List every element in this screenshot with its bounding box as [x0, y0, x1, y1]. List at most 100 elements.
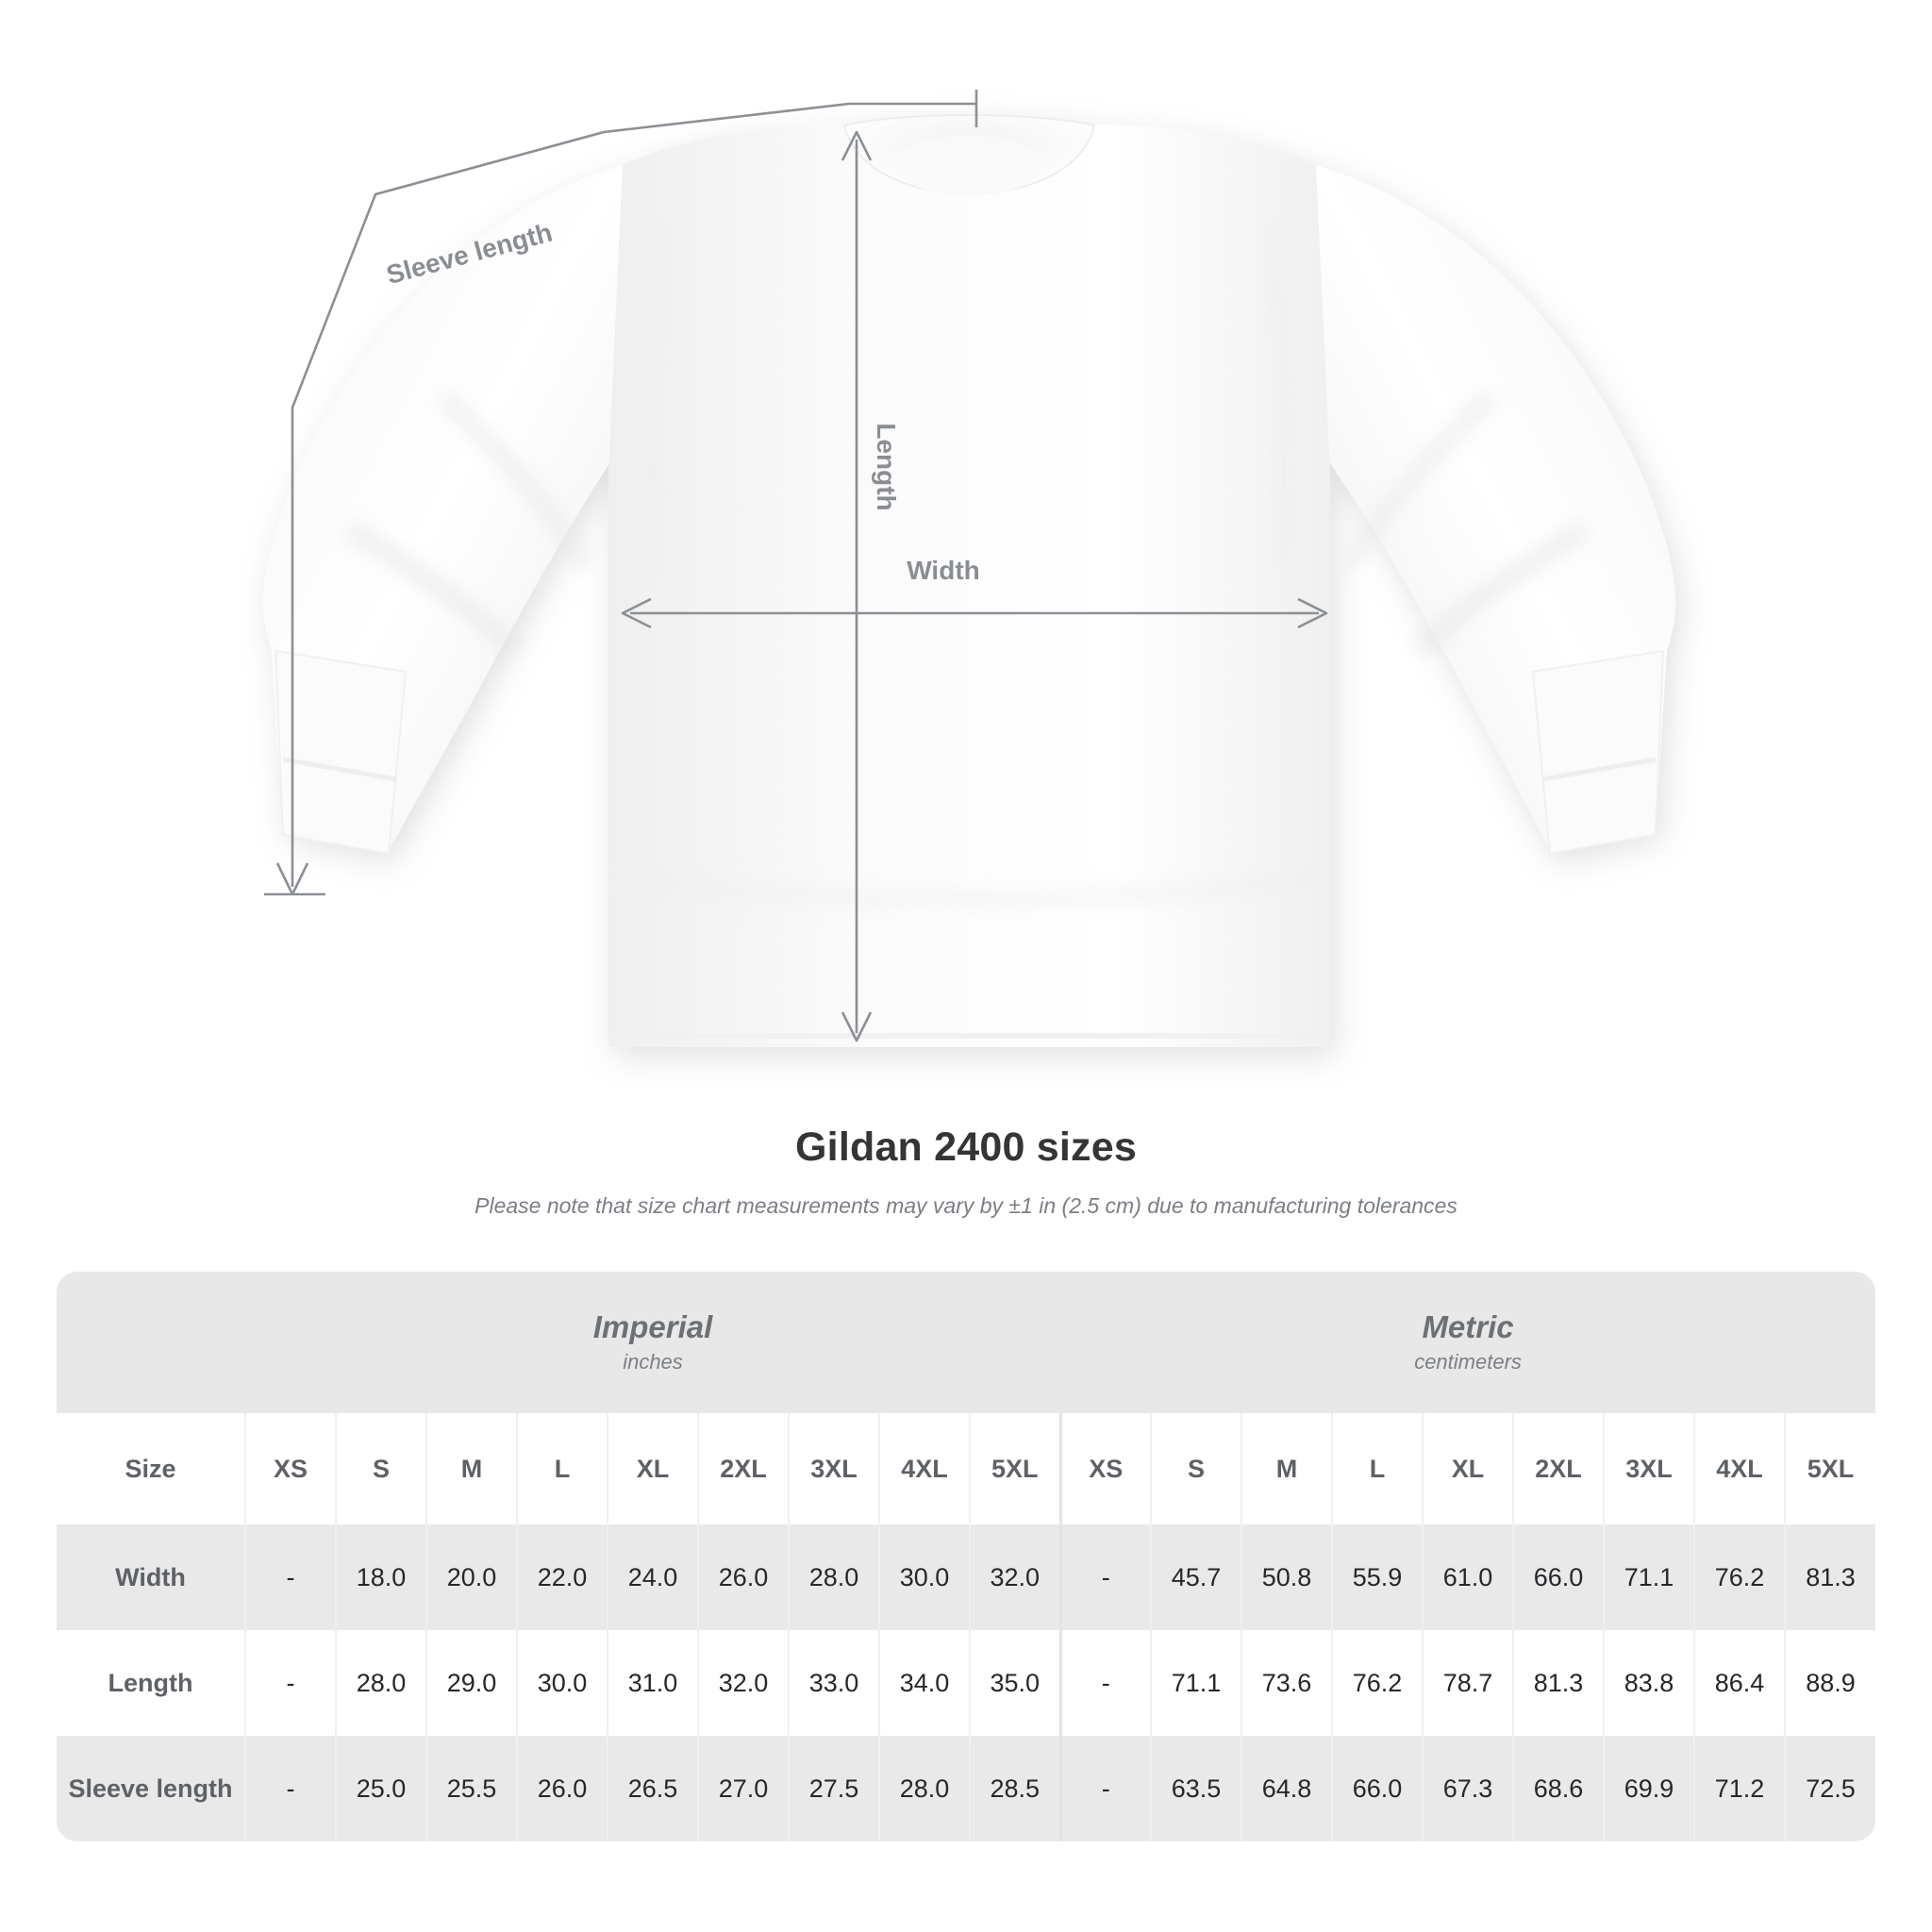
cell-metric-length-xs: -: [1058, 1630, 1151, 1736]
garment-illustration: Sleeve length Length Width: [262, 90, 1676, 1047]
size-header-metric-s: S: [1150, 1413, 1241, 1524]
page-title: Gildan 2400 sizes: [795, 1124, 1137, 1170]
cell-imperial-sleeve-length-s: 25.0: [335, 1736, 426, 1841]
cell-imperial-sleeve-length-4xl: 28.0: [878, 1736, 970, 1841]
cell-imperial-width-m: 20.0: [425, 1524, 517, 1630]
cell-imperial-width-s: 18.0: [335, 1524, 426, 1630]
cell-metric-sleeve-length-4xl: 71.2: [1693, 1736, 1785, 1841]
unit-header-row: Imperial inches Metric centimeters: [57, 1272, 1875, 1413]
cell-imperial-length-l: 30.0: [516, 1630, 608, 1736]
cuffs: [274, 649, 1665, 856]
size-header-imperial-l: L: [516, 1413, 608, 1524]
cell-imperial-length-3xl: 33.0: [788, 1630, 879, 1736]
cell-metric-width-s: 45.7: [1150, 1524, 1241, 1630]
cell-metric-length-l: 76.2: [1331, 1630, 1423, 1736]
cell-metric-length-2xl: 81.3: [1512, 1630, 1604, 1736]
length-arrow-up: [841, 130, 873, 161]
cell-imperial-sleeve-length-xl: 26.5: [607, 1736, 698, 1841]
sleeve-length-line: [291, 102, 850, 887]
size-header-metric-xl: XL: [1422, 1413, 1513, 1524]
size-header-metric-m: M: [1241, 1413, 1332, 1524]
table-row: Sleeve length -25.0 25.5 26.0 26.5 27.0 27.5 28…: [57, 1736, 1875, 1841]
size-header-imperial-s: S: [335, 1413, 426, 1524]
size-header-imperial-3xl: 3XL: [788, 1413, 879, 1524]
cell-metric-width-xl: 61.0: [1422, 1524, 1513, 1630]
unit-subtitle: centimeters: [1414, 1350, 1522, 1374]
cell-imperial-width-4xl: 30.0: [878, 1524, 970, 1630]
cell-metric-length-s: 71.1: [1150, 1630, 1241, 1736]
cell-imperial-length-s: 28.0: [335, 1630, 426, 1736]
cell-imperial-length-xl: 31.0: [607, 1630, 698, 1736]
cell-imperial-sleeve-length-5xl: 28.5: [969, 1736, 1060, 1841]
cell-imperial-length-2xl: 32.0: [697, 1630, 789, 1736]
unit-name: Imperial: [592, 1308, 713, 1344]
cell-metric-sleeve-length-xs: -: [1058, 1736, 1151, 1841]
cell-metric-width-l: 55.9: [1331, 1524, 1423, 1630]
width-label: Width: [907, 556, 980, 585]
cell-metric-width-4xl: 76.2: [1693, 1524, 1785, 1630]
unit-subtitle: inches: [623, 1350, 683, 1374]
size-header-row: Size XS S M L XL 2XL 3XL 4XL 5XL XS S M L XL 2XL 3XL 4XL 5…: [57, 1413, 1875, 1524]
size-header-imperial-5xl: 5XL: [969, 1413, 1060, 1524]
row-label-width: Width: [57, 1524, 245, 1630]
unit-header-imperial: Imperial inches: [245, 1272, 1060, 1413]
cell-imperial-width-3xl: 28.0: [788, 1524, 879, 1630]
measurement-lines: [264, 90, 1328, 1042]
cell-imperial-width-l: 22.0: [516, 1524, 608, 1630]
cell-metric-length-xl: 78.7: [1422, 1630, 1513, 1736]
cell-imperial-sleeve-length-l: 26.0: [516, 1736, 608, 1841]
cell-metric-width-2xl: 66.0: [1512, 1524, 1604, 1630]
cell-metric-sleeve-length-l: 66.0: [1331, 1736, 1423, 1841]
cell-metric-sleeve-length-xl: 67.3: [1422, 1736, 1513, 1841]
cell-metric-width-m: 50.8: [1241, 1524, 1332, 1630]
cell-imperial-sleeve-length-m: 25.5: [425, 1736, 517, 1841]
cell-imperial-width-5xl: 32.0: [969, 1524, 1060, 1630]
cell-metric-length-m: 73.6: [1241, 1630, 1332, 1736]
cell-metric-sleeve-length-3xl: 69.9: [1603, 1736, 1694, 1841]
cell-imperial-width-xl: 24.0: [607, 1524, 698, 1630]
cell-metric-sleeve-length-s: 63.5: [1150, 1736, 1241, 1841]
cell-imperial-length-5xl: 35.0: [969, 1630, 1060, 1736]
cell-metric-length-5xl: 88.9: [1783, 1630, 1875, 1736]
width-arrow-right: [1297, 597, 1328, 629]
cell-imperial-length-4xl: 34.0: [878, 1630, 970, 1736]
table-row: Width -18.0 20.0 22.0 24.0 26.0 28.0 30.0 32.0-4…: [57, 1524, 1875, 1630]
size-table-container: Imperial inches Metric centimeters Size XS S M L…: [57, 1272, 1875, 1841]
unit-header-spacer: [57, 1272, 245, 1413]
page-subtitle: Please note that size chart measurements…: [475, 1193, 1457, 1218]
cell-imperial-sleeve-length-xs: -: [244, 1736, 336, 1841]
unit-name: Metric: [1422, 1308, 1514, 1344]
cell-metric-sleeve-length-m: 64.8: [1241, 1736, 1332, 1841]
size-header-imperial-xl: XL: [607, 1413, 698, 1524]
size-table: Imperial inches Metric centimeters Size XS S M L…: [57, 1272, 1875, 1841]
size-header-metric-4xl: 4XL: [1693, 1413, 1785, 1524]
cell-imperial-sleeve-length-2xl: 27.0: [697, 1736, 789, 1841]
cell-imperial-width-2xl: 26.0: [697, 1524, 789, 1630]
size-header-imperial-2xl: 2XL: [697, 1413, 789, 1524]
cell-metric-width-3xl: 71.1: [1603, 1524, 1694, 1630]
size-header-metric-xs: XS: [1058, 1413, 1151, 1524]
length-arrow-down: [841, 1011, 873, 1042]
cell-metric-sleeve-length-2xl: 68.6: [1512, 1736, 1604, 1841]
cell-imperial-length-m: 29.0: [425, 1630, 517, 1736]
cell-imperial-length-xs: -: [244, 1630, 336, 1736]
size-header-label: Size: [57, 1413, 245, 1524]
cell-imperial-width-xs: -: [244, 1524, 336, 1630]
cell-metric-sleeve-length-5xl: 72.5: [1783, 1736, 1875, 1841]
size-header-metric-l: L: [1331, 1413, 1423, 1524]
row-label-sleeve-length: Sleeve length: [57, 1736, 245, 1841]
size-header-imperial-4xl: 4XL: [878, 1413, 970, 1524]
cell-imperial-sleeve-length-3xl: 27.5: [788, 1736, 879, 1841]
fabric-folds: [342, 225, 1591, 908]
unit-header-metric: Metric centimeters: [1060, 1272, 1875, 1413]
cell-metric-length-4xl: 86.4: [1693, 1630, 1785, 1736]
size-header-imperial-m: M: [425, 1413, 517, 1524]
cell-metric-length-3xl: 83.8: [1603, 1630, 1694, 1736]
size-header-metric-3xl: 3XL: [1603, 1413, 1694, 1524]
table-row: Length -28.0 29.0 30.0 31.0 32.0 33.0 34.0 35.0-…: [57, 1630, 1875, 1736]
cell-metric-width-xs: -: [1058, 1524, 1151, 1630]
width-arrow-left: [621, 597, 652, 629]
size-header-metric-5xl: 5XL: [1783, 1413, 1875, 1524]
length-label: Length: [872, 423, 901, 510]
